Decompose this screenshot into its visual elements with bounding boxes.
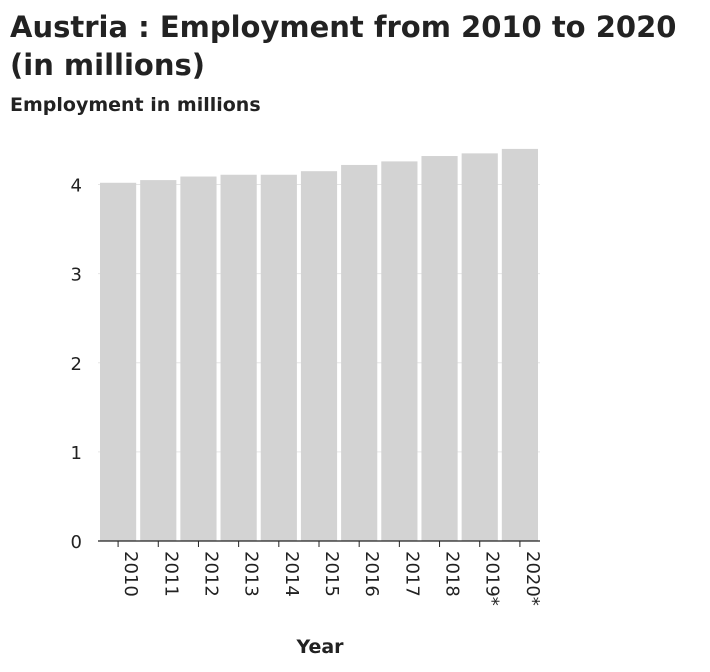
bar — [100, 182, 137, 542]
bars — [100, 148, 538, 542]
x-tick-label: 2012 — [200, 551, 221, 597]
x-tick-label: 2019* — [482, 551, 503, 606]
chart-title: Austria : Employment from 2010 to 2020 (… — [10, 10, 677, 82]
y-axis-label: Employment in millions — [10, 94, 261, 116]
x-tick-label: 2010 — [120, 551, 141, 597]
y-tick-label: 3 — [71, 265, 82, 286]
x-tick-label: 2015 — [321, 551, 342, 597]
bar — [461, 153, 498, 541]
x-axis-label: Year — [296, 636, 344, 658]
x-tick-label: 2011 — [160, 551, 181, 597]
bar — [501, 148, 538, 541]
bar — [341, 164, 378, 541]
axes: 0 1 2 3 4 2010 2011 2012 2013 2014 2015 2016 2017 201… — [71, 176, 543, 606]
y-tick-label: 2 — [71, 354, 82, 375]
bar — [180, 176, 217, 541]
x-tick-label: 2020* — [522, 551, 543, 606]
bar — [220, 174, 257, 541]
bar — [381, 161, 418, 542]
bar — [140, 180, 177, 541]
x-tick-label: 2013 — [241, 551, 262, 597]
y-tick-label: 0 — [71, 532, 82, 553]
y-tick-label: 1 — [71, 443, 82, 464]
x-tick-label: 2017 — [401, 551, 422, 597]
bar — [260, 174, 297, 541]
x-tick-label: 2014 — [281, 551, 302, 597]
y-tick-label: 4 — [71, 176, 82, 197]
x-tick-label: 2016 — [361, 551, 382, 597]
bar — [300, 171, 338, 541]
bar — [421, 156, 458, 542]
x-tick-label: 2018 — [442, 551, 463, 597]
